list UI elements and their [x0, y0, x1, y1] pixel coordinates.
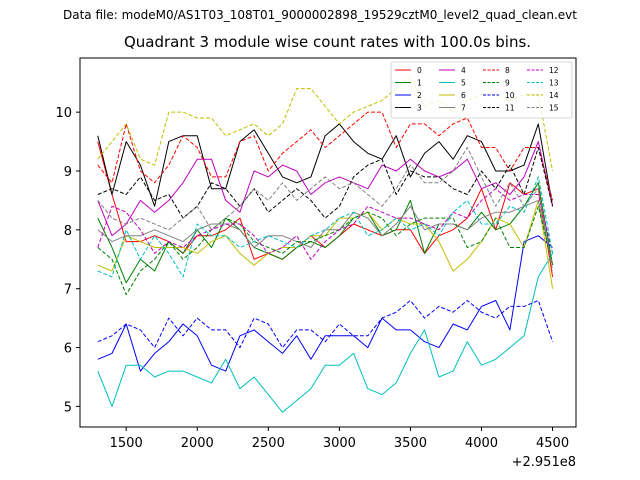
legend-label-3: 3: [417, 104, 422, 113]
y-tick-label: 7: [64, 283, 72, 298]
legend-label-9: 9: [505, 79, 510, 88]
series-line-13: [97, 176, 554, 278]
legend-label-2: 2: [417, 91, 422, 100]
series-line-9: [97, 205, 554, 296]
series-line-7: [97, 199, 554, 266]
legend-label-11: 11: [505, 104, 515, 113]
series-line-15: [97, 147, 554, 272]
legend-label-7: 7: [461, 104, 466, 113]
x-offset-label: +2.951e8: [512, 455, 576, 470]
legend-label-12: 12: [549, 66, 559, 75]
x-tick-label: 4500: [536, 436, 569, 451]
series-line-5: [97, 253, 554, 413]
data-file-label: Data file: modeM0/AS1T03_108T01_90000028…: [63, 8, 577, 22]
series-line-1: [97, 182, 554, 284]
x-tick-label: 3500: [394, 436, 427, 451]
plot-frame: [79, 57, 577, 428]
legend-label-5: 5: [461, 79, 466, 88]
series-line-0: [97, 141, 554, 277]
series-line-11: [97, 147, 554, 219]
legend-label-14: 14: [549, 91, 559, 100]
series-line-2: [97, 235, 553, 372]
chart-title: Quadrant 3 module wise count rates with …: [123, 33, 532, 51]
legend-box: [390, 61, 573, 119]
y-tick-label: 10: [55, 106, 72, 121]
series-line-12: [97, 188, 554, 260]
legend-label-10: 10: [505, 91, 515, 100]
x-tick-label: 1500: [110, 436, 143, 451]
x-tick-label: 2500: [252, 436, 285, 451]
legend-label-1: 1: [417, 79, 422, 88]
y-tick-label: 6: [64, 342, 72, 357]
y-tick-label: 8: [64, 224, 72, 239]
legend-label-6: 6: [461, 91, 466, 100]
y-tick-label: 9: [64, 165, 72, 180]
legend-label-4: 4: [461, 66, 466, 75]
legend-label-8: 8: [505, 66, 510, 75]
series-line-10: [97, 300, 554, 349]
series-line-3: [97, 123, 554, 207]
series-line-8: [97, 111, 554, 201]
axis-ticks: 1500 2000 2500 3000 3500 4000 4500 5 6 7 8 9 10: [55, 106, 569, 451]
y-tick-label: 5: [64, 400, 72, 415]
x-tick-label: 2000: [181, 436, 214, 451]
legend-label-15: 15: [549, 104, 559, 113]
x-tick-label: 4000: [465, 436, 498, 451]
legend-label-13: 13: [549, 79, 559, 88]
series-layer: [97, 76, 554, 413]
x-tick-label: 3000: [323, 436, 356, 451]
legend-label-0: 0: [417, 66, 422, 75]
